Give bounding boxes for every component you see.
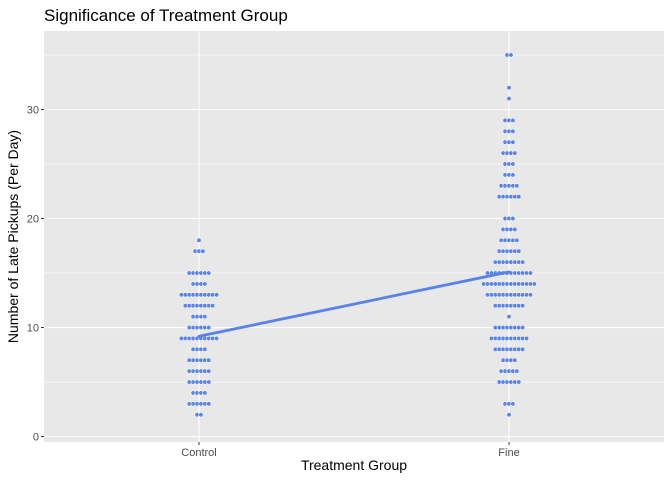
- data-point: [514, 368, 520, 374]
- data-point: [510, 161, 516, 167]
- data-point: [516, 194, 522, 200]
- data-point: [512, 357, 518, 363]
- data-point: [510, 128, 516, 134]
- minor-gridlines: [44, 54, 664, 383]
- data-point: [202, 346, 208, 352]
- y-tick-label: 10: [27, 323, 39, 335]
- data-point: [524, 335, 529, 341]
- data-point: [520, 259, 526, 265]
- data-point: [514, 183, 520, 189]
- y-tick-label: 20: [27, 214, 39, 226]
- data-point: [198, 412, 204, 418]
- data-point: [508, 52, 514, 58]
- data-point: [202, 390, 208, 396]
- data-point: [512, 150, 518, 156]
- data-point: [206, 401, 212, 407]
- data-point: [206, 379, 212, 385]
- y-axis: 0 10 20 30: [27, 104, 44, 444]
- data-point: [506, 96, 512, 102]
- data-point: [214, 335, 220, 341]
- x-axis: Control Fine: [181, 442, 520, 459]
- data-point: [206, 270, 212, 276]
- data-point: [206, 368, 212, 374]
- data-point: [210, 303, 216, 309]
- data-point: [510, 139, 516, 145]
- data-point: [516, 248, 522, 254]
- data-point: [200, 248, 206, 254]
- data-point: [196, 237, 202, 243]
- data-point: [506, 314, 512, 320]
- data-point: [506, 85, 512, 91]
- data-point: [510, 117, 516, 123]
- y-axis-title: Number of Late Pickups (Per Day): [5, 130, 21, 343]
- data-point: [510, 401, 516, 407]
- data-point: [528, 270, 533, 276]
- data-point: [506, 412, 512, 418]
- data-point: [520, 346, 526, 352]
- data-point: [510, 216, 516, 221]
- trend-line: [197, 270, 511, 338]
- data-point: [512, 226, 518, 232]
- data-point: [520, 303, 526, 309]
- data-point: [531, 281, 537, 287]
- x-axis-title: Treatment Group: [301, 457, 407, 473]
- data-point: [202, 314, 208, 320]
- data-point: [520, 325, 526, 330]
- plot-panel: [44, 31, 664, 442]
- chart-title: Significance of Treatment Group: [44, 6, 288, 25]
- dot-layer: [179, 52, 537, 418]
- data-point: [206, 357, 212, 363]
- x-tick-label: Fine: [498, 447, 519, 459]
- data-point: [214, 292, 220, 298]
- x-tick-label: Control: [181, 447, 216, 459]
- y-tick-label: 30: [27, 104, 39, 116]
- data-point: [206, 325, 212, 330]
- y-tick-label: 0: [33, 432, 39, 444]
- data-point: [516, 379, 522, 385]
- data-point: [528, 292, 533, 298]
- data-point: [510, 172, 516, 178]
- data-point: [514, 237, 520, 243]
- data-point: [202, 281, 208, 287]
